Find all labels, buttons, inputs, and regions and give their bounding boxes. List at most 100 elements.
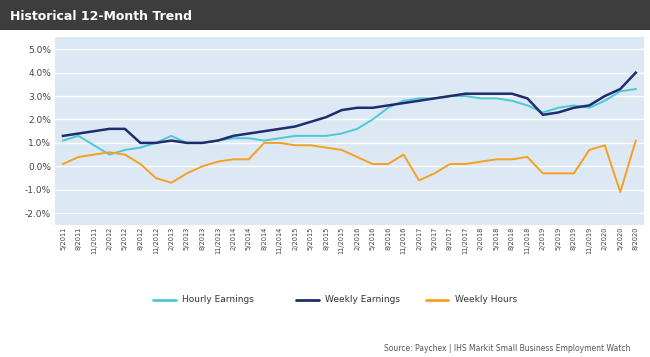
Weekly Hours bbox=[586, 148, 593, 152]
Weekly Hours bbox=[369, 162, 376, 166]
Weekly Earnings bbox=[601, 94, 608, 98]
Hourly Earnings bbox=[338, 131, 346, 136]
Weekly Hours bbox=[90, 152, 98, 157]
Hourly Earnings bbox=[523, 103, 531, 107]
Weekly Earnings bbox=[136, 141, 144, 145]
Weekly Earnings bbox=[570, 106, 578, 110]
Weekly Hours bbox=[168, 181, 176, 185]
Weekly Earnings bbox=[508, 91, 516, 96]
Hourly Earnings bbox=[539, 110, 547, 115]
Weekly Earnings bbox=[59, 134, 67, 138]
Hourly Earnings bbox=[384, 106, 392, 110]
Weekly Hours bbox=[523, 155, 531, 159]
Weekly Hours bbox=[616, 190, 624, 194]
Weekly Hours bbox=[446, 162, 454, 166]
Hourly Earnings bbox=[59, 139, 67, 143]
Weekly Earnings bbox=[384, 103, 392, 107]
Hourly Earnings bbox=[616, 89, 624, 94]
Line: Weekly Earnings: Weekly Earnings bbox=[63, 72, 636, 143]
Weekly Earnings bbox=[121, 127, 129, 131]
Weekly Hours bbox=[554, 171, 562, 176]
Hourly Earnings bbox=[245, 136, 253, 140]
Hourly Earnings bbox=[307, 134, 315, 138]
Weekly Earnings bbox=[523, 96, 531, 101]
Weekly Earnings bbox=[477, 91, 485, 96]
Weekly Hours bbox=[291, 143, 299, 147]
Hourly Earnings bbox=[493, 96, 500, 101]
Hourly Earnings bbox=[121, 148, 129, 152]
Weekly Hours bbox=[493, 157, 500, 161]
Hourly Earnings bbox=[291, 134, 299, 138]
Weekly Earnings bbox=[632, 70, 640, 75]
Weekly Hours bbox=[214, 160, 222, 164]
Text: Hourly Earnings: Hourly Earnings bbox=[182, 295, 254, 305]
Weekly Hours bbox=[353, 155, 361, 159]
Weekly Hours bbox=[59, 162, 67, 166]
Hourly Earnings bbox=[446, 94, 454, 98]
Hourly Earnings bbox=[508, 99, 516, 103]
Weekly Hours bbox=[400, 152, 408, 157]
Weekly Earnings bbox=[322, 115, 330, 119]
Hourly Earnings bbox=[632, 87, 640, 91]
Hourly Earnings bbox=[75, 134, 83, 138]
Hourly Earnings bbox=[554, 106, 562, 110]
Weekly Earnings bbox=[353, 106, 361, 110]
Weekly Earnings bbox=[586, 103, 593, 107]
Text: Weekly Earnings: Weekly Earnings bbox=[325, 295, 400, 305]
Weekly Hours bbox=[152, 176, 160, 180]
Weekly Earnings bbox=[554, 110, 562, 115]
Weekly Earnings bbox=[261, 129, 268, 133]
Hourly Earnings bbox=[353, 127, 361, 131]
Weekly Earnings bbox=[446, 94, 454, 98]
Weekly Hours bbox=[183, 171, 190, 176]
Weekly Hours bbox=[415, 178, 423, 182]
Hourly Earnings bbox=[322, 134, 330, 138]
Weekly Hours bbox=[477, 160, 485, 164]
Hourly Earnings bbox=[601, 99, 608, 103]
Hourly Earnings bbox=[369, 117, 376, 122]
Weekly Earnings bbox=[276, 127, 283, 131]
Hourly Earnings bbox=[183, 141, 190, 145]
Weekly Earnings bbox=[462, 91, 469, 96]
Weekly Earnings bbox=[369, 106, 376, 110]
Weekly Earnings bbox=[415, 99, 423, 103]
Weekly Hours bbox=[198, 164, 206, 169]
Weekly Earnings bbox=[152, 141, 160, 145]
Text: Source: Paychex | IHS Markit Small Business Employment Watch: Source: Paychex | IHS Markit Small Busin… bbox=[384, 345, 630, 353]
Line: Weekly Hours: Weekly Hours bbox=[63, 141, 636, 192]
Hourly Earnings bbox=[90, 143, 98, 147]
Hourly Earnings bbox=[400, 99, 408, 103]
Weekly Earnings bbox=[168, 139, 176, 143]
Weekly Hours bbox=[276, 141, 283, 145]
Weekly Earnings bbox=[338, 108, 346, 112]
Hourly Earnings bbox=[477, 96, 485, 101]
Weekly Earnings bbox=[75, 131, 83, 136]
Weekly Hours bbox=[539, 171, 547, 176]
Weekly Earnings bbox=[198, 141, 206, 145]
Weekly Earnings bbox=[291, 124, 299, 129]
Weekly Earnings bbox=[430, 96, 438, 101]
Weekly Hours bbox=[338, 148, 346, 152]
Weekly Hours bbox=[261, 141, 268, 145]
Weekly Hours bbox=[322, 145, 330, 150]
Weekly Earnings bbox=[539, 113, 547, 117]
Weekly Hours bbox=[384, 162, 392, 166]
Weekly Earnings bbox=[245, 131, 253, 136]
Weekly Hours bbox=[632, 139, 640, 143]
Weekly Hours bbox=[601, 143, 608, 147]
Weekly Hours bbox=[121, 152, 129, 157]
Hourly Earnings bbox=[570, 103, 578, 107]
Hourly Earnings bbox=[276, 136, 283, 140]
Hourly Earnings bbox=[198, 141, 206, 145]
Weekly Hours bbox=[570, 171, 578, 176]
Hourly Earnings bbox=[105, 152, 113, 157]
Text: Weekly Hours: Weekly Hours bbox=[455, 295, 517, 305]
Line: Hourly Earnings: Hourly Earnings bbox=[63, 89, 636, 155]
Weekly Earnings bbox=[214, 139, 222, 143]
Weekly Hours bbox=[430, 171, 438, 176]
Weekly Earnings bbox=[183, 141, 190, 145]
Weekly Earnings bbox=[307, 120, 315, 124]
Weekly Hours bbox=[105, 150, 113, 155]
Text: Historical 12-Month Trend: Historical 12-Month Trend bbox=[10, 10, 192, 23]
Weekly Hours bbox=[462, 162, 469, 166]
